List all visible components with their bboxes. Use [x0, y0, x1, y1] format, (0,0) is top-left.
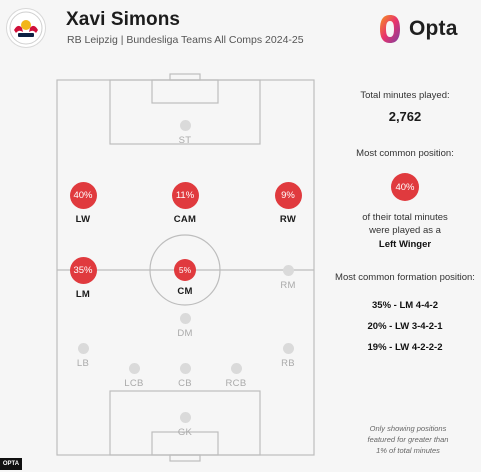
position-label: DM	[177, 328, 193, 339]
rb-leipzig-crest-icon	[6, 8, 46, 48]
position-label: RB	[281, 358, 295, 369]
common-position-text-2: were played as a	[369, 225, 441, 236]
formation-line-3: 19% - LW 4-2-2-2	[367, 342, 443, 353]
position-dot	[282, 265, 294, 276]
position-percent-marker: 40%	[69, 182, 97, 209]
position-lm: 35% LM	[53, 257, 113, 300]
position-label: ST	[178, 135, 192, 146]
position-dot	[128, 363, 140, 374]
position-label: CAM	[173, 214, 197, 225]
position-dot	[179, 120, 191, 131]
formation-line-2: 20% - LW 3-4-2-1	[367, 321, 443, 332]
position-rb: RB	[258, 343, 318, 369]
summary-panel: Total minutes played: 2,762 Most common …	[330, 90, 480, 353]
position-label: LM	[75, 289, 91, 300]
formation-label: Most common formation position:	[335, 272, 475, 283]
common-position-text-1: of their total minutes	[362, 212, 448, 223]
position-dot	[179, 363, 191, 374]
position-dot	[282, 343, 294, 354]
position-label: CB	[178, 378, 192, 389]
position-label: GK	[177, 427, 193, 438]
position-rm: RM	[258, 265, 318, 291]
position-label: LB	[76, 358, 90, 369]
common-position-name: Left Winger	[378, 239, 432, 250]
position-dm: DM	[155, 313, 215, 339]
position-label: RM	[280, 280, 296, 291]
position-gk: GK	[155, 412, 215, 438]
opta-watermark: OPTA	[0, 458, 22, 470]
footnote: Only showing positions featured for grea…	[352, 423, 464, 456]
position-dot	[179, 412, 191, 423]
pitch-markings	[56, 73, 315, 462]
position-cm: 5% CM	[155, 257, 215, 297]
position-rcb: RCB	[206, 363, 266, 389]
opta-logo: Opta	[377, 12, 458, 46]
footnote-line-2: featured for greater than	[367, 435, 449, 444]
position-lcb: LCB	[104, 363, 164, 389]
footnote-line-1: Only showing positions	[369, 424, 447, 433]
opta-logo-icon	[380, 15, 400, 43]
position-st: ST	[155, 120, 215, 146]
position-percent-marker: 11%	[171, 182, 199, 209]
total-minutes-label: Total minutes played:	[360, 90, 450, 101]
position-dot	[77, 343, 89, 354]
common-position-label: Most common position:	[356, 148, 454, 159]
opta-brand-text: Opta	[409, 17, 458, 40]
position-percent-marker: 35%	[69, 257, 97, 284]
position-lw: 40% LW	[53, 182, 113, 225]
position-dot	[179, 313, 191, 324]
position-label: RCB	[225, 378, 247, 389]
position-percent-marker: 5%	[174, 259, 196, 281]
position-label: RW	[279, 214, 297, 225]
player-name: Xavi Simons	[66, 9, 181, 30]
position-label: LCB	[124, 378, 144, 389]
position-cam: 11% CAM	[155, 182, 215, 225]
position-lb: LB	[53, 343, 113, 369]
position-label: CM	[177, 286, 193, 297]
formation-line-1: 35% - LM 4-4-2	[372, 300, 438, 311]
pitch: ST 40% LW 11% CAM 9% RW 35% LM 5% CM RM …	[56, 73, 315, 463]
position-label: LW	[75, 214, 91, 225]
footnote-line-3: 1% of total minutes	[376, 446, 440, 455]
position-rw: 9% RW	[258, 182, 318, 225]
position-dot	[230, 363, 242, 374]
position-cb: CB	[155, 363, 215, 389]
common-position-percent-marker: 40%	[391, 173, 419, 201]
total-minutes-value: 2,762	[388, 109, 422, 124]
position-percent-marker: 9%	[274, 182, 302, 209]
subtitle: RB Leipzig | Bundesliga Teams All Comps …	[67, 34, 304, 46]
header: Xavi Simons RB Leipzig | Bundesliga Team…	[0, 0, 481, 62]
